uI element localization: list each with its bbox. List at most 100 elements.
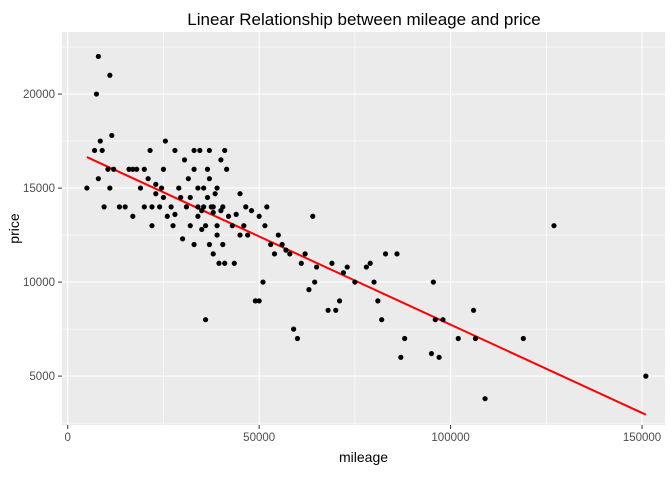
- data-point: [210, 204, 216, 210]
- data-point: [306, 287, 312, 293]
- x-tick-label: 50000: [243, 432, 275, 444]
- data-point: [375, 298, 381, 304]
- data-point: [153, 191, 159, 197]
- data-point: [430, 279, 436, 285]
- data-point: [220, 204, 226, 210]
- y-axis-ticks: 5000 10000 15000 20000: [23, 89, 62, 383]
- data-point: [95, 53, 101, 60]
- data-point: [302, 251, 308, 257]
- minor-gridlines: [62, 32, 665, 425]
- data-point: [482, 396, 488, 402]
- data-point: [233, 211, 239, 217]
- data-point: [268, 241, 274, 248]
- data-point: [291, 326, 297, 332]
- data-point: [181, 157, 188, 163]
- data-point: [202, 223, 209, 229]
- data-point: [134, 166, 140, 172]
- data-point: [157, 204, 163, 210]
- data-point: [216, 260, 222, 266]
- x-tick-label: 150000: [623, 432, 661, 444]
- data-point: [371, 279, 377, 285]
- y-tick-label: 15000: [23, 183, 55, 195]
- data-point: [279, 241, 285, 248]
- points-layer: [84, 53, 649, 402]
- data-point: [201, 185, 207, 191]
- data-point: [172, 147, 178, 154]
- data-point: [264, 204, 270, 210]
- data-point: [183, 204, 190, 210]
- data-point: [231, 260, 237, 266]
- data-point: [168, 204, 174, 210]
- chart-title: Linear Relationship between mileage and …: [187, 10, 540, 29]
- data-point: [212, 191, 218, 197]
- data-point: [340, 270, 346, 276]
- data-point: [145, 176, 151, 182]
- data-point: [202, 317, 209, 323]
- major-gridlines: [62, 32, 665, 425]
- data-point: [237, 232, 243, 238]
- data-point: [271, 251, 278, 257]
- data-point: [262, 223, 268, 229]
- data-point: [210, 209, 216, 216]
- data-point: [222, 260, 228, 266]
- data-point: [229, 223, 235, 229]
- data-point: [298, 260, 304, 266]
- data-point: [147, 147, 153, 154]
- data-point: [224, 166, 230, 172]
- data-point: [170, 223, 176, 229]
- data-point: [440, 317, 446, 323]
- data-point: [160, 166, 167, 172]
- data-point: [178, 194, 184, 201]
- data-point: [172, 211, 178, 217]
- data-point: [195, 185, 201, 191]
- data-point: [201, 204, 207, 210]
- data-point: [149, 223, 155, 229]
- data-point: [241, 223, 247, 229]
- data-point: [197, 147, 203, 154]
- data-point: [101, 204, 107, 210]
- data-point: [206, 241, 212, 248]
- data-point: [294, 335, 301, 342]
- data-point: [164, 213, 170, 219]
- data-point: [520, 335, 526, 342]
- data-point: [436, 354, 442, 360]
- data-point: [325, 307, 331, 313]
- data-point: [394, 251, 400, 257]
- data-point: [176, 185, 182, 191]
- data-point: [185, 176, 191, 182]
- data-point: [97, 138, 103, 144]
- data-point: [428, 350, 435, 357]
- data-point: [206, 147, 212, 154]
- data-point: [141, 204, 147, 210]
- data-point: [107, 72, 113, 78]
- data-point: [111, 166, 117, 172]
- data-point: [191, 166, 197, 172]
- data-point: [260, 279, 266, 285]
- data-point: [153, 181, 159, 187]
- data-point: [382, 251, 389, 257]
- data-point: [643, 373, 649, 379]
- data-point: [222, 147, 228, 154]
- x-axis-ticks: 0 50000 100000 150000: [65, 425, 661, 444]
- data-point: [141, 166, 147, 172]
- data-point: [218, 157, 224, 163]
- data-point: [206, 176, 212, 182]
- data-point: [551, 223, 557, 229]
- data-point: [187, 194, 193, 201]
- data-point: [344, 264, 350, 270]
- data-point: [312, 279, 318, 285]
- x-axis-title: mileage: [339, 449, 388, 465]
- data-point: [191, 241, 197, 248]
- data-point: [122, 204, 128, 210]
- data-point: [105, 166, 111, 172]
- data-point: [99, 147, 105, 154]
- data-point: [214, 185, 220, 191]
- data-point: [310, 213, 316, 219]
- data-point: [93, 91, 100, 97]
- data-point: [84, 185, 90, 191]
- data-point: [367, 260, 373, 266]
- data-point: [352, 279, 358, 285]
- data-point: [195, 204, 201, 210]
- y-tick-label: 10000: [23, 277, 55, 289]
